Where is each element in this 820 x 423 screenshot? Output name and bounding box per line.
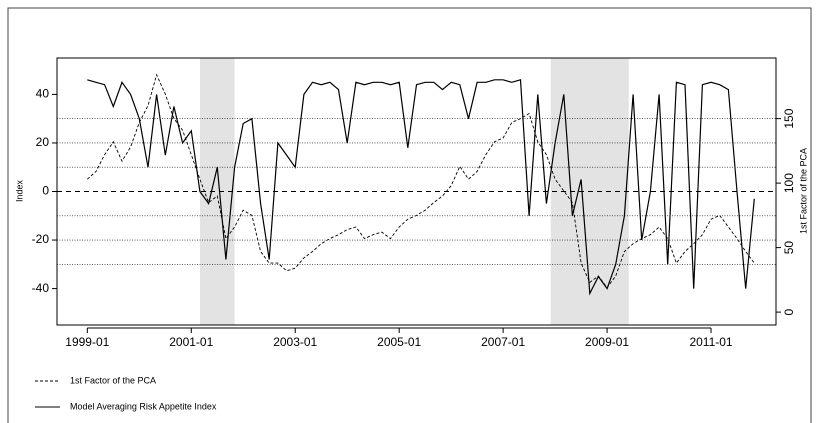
y2-tick-label: 0: [782, 308, 796, 315]
x-tick-label: 2001-01: [169, 335, 213, 349]
y2-tick-label: 50: [782, 241, 796, 255]
x-tick-label: 2007-01: [481, 335, 525, 349]
x-tick-label: 2003-01: [273, 335, 317, 349]
x-tick-label: 1999-01: [65, 335, 109, 349]
y2-axis-label: 1st Factor of the PCA: [798, 148, 808, 234]
y2-tick-label: 150: [782, 108, 796, 128]
y2-tick-label: 100: [782, 173, 796, 193]
y-tick-label: 40: [36, 87, 50, 101]
legend-label: 1st Factor of the PCA: [70, 375, 156, 385]
frame: [7, 7, 812, 423]
y-axis-label: Index: [14, 179, 24, 202]
y-tick-label: 20: [36, 135, 50, 149]
x-tick-label: 2011-01: [689, 335, 732, 349]
y-tick-label: 0: [42, 184, 49, 198]
y-tick-label: -20: [32, 232, 50, 246]
plot-frame: [56, 57, 777, 326]
series-line: [87, 73, 755, 289]
x-tick-label: 2005-01: [377, 335, 421, 349]
y-tick-label: -40: [32, 281, 50, 295]
x-tick-label: 2009-01: [585, 335, 629, 349]
legend-label: Model Averaging Risk Appetite Index: [70, 401, 217, 411]
series-line: [87, 79, 755, 296]
